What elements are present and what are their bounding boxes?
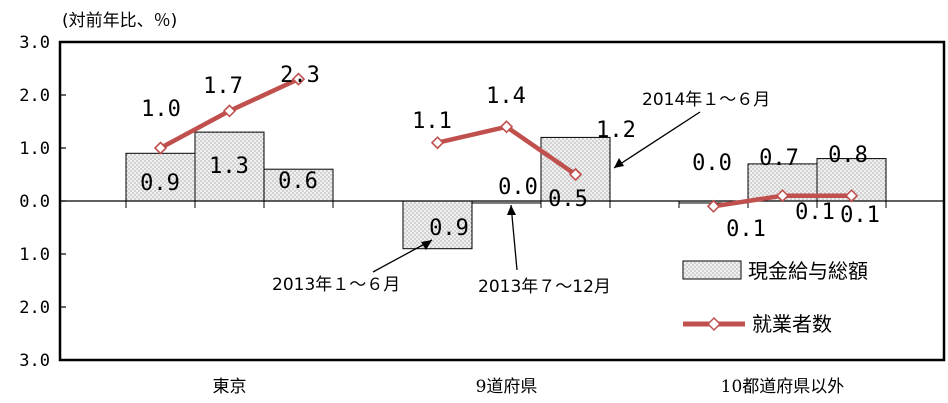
- bar: [125, 152, 196, 202]
- annotation-label: 2013年７～12月: [478, 277, 611, 297]
- y-tick-label: 1.0: [19, 245, 50, 265]
- y-tick-label: 3.0: [19, 351, 50, 371]
- bar-data-label: 0.6: [278, 169, 318, 194]
- annotation-label: 2013年１～６月: [272, 275, 400, 295]
- legend-line-marker: [706, 316, 722, 332]
- bar-data-label: 0.0: [692, 151, 732, 176]
- annotation-arrow: [613, 111, 701, 169]
- line-marker: [775, 189, 790, 203]
- bar-data-label: 1.3: [209, 154, 249, 179]
- y-axis-ticks: 3.0 2.0 1.0 0.0 1.0 2.0 3.0: [19, 33, 66, 371]
- line-marker: [568, 167, 583, 182]
- line-data-label: 0.1: [795, 200, 835, 225]
- bar-data-label: 0.9: [140, 171, 180, 196]
- line-data-label: 1.0: [141, 97, 181, 122]
- bar-data-label: 0.9: [429, 216, 469, 241]
- line-data-label: 0.1: [840, 203, 880, 228]
- x-axis-ticks: [125, 201, 887, 208]
- y-tick-label: 1.0: [19, 139, 50, 159]
- annotation-arrow: [510, 204, 518, 271]
- legend-line-label: 就業者数: [752, 312, 832, 336]
- line-marker: [291, 72, 306, 86]
- line-data-label: 1.1: [412, 109, 452, 134]
- line-series: [153, 72, 859, 213]
- period-annotations: 2013年１～６月 2013年７～12月 2014年１～６月: [272, 90, 770, 297]
- legend: 現金給与総額 就業者数: [682, 259, 868, 336]
- annotation-arrowhead: [507, 205, 516, 215]
- bar: [402, 200, 473, 250]
- line-data-label: 0.5: [548, 187, 588, 212]
- annotation-arrowhead: [614, 158, 624, 168]
- annotation-arrowhead: [421, 240, 432, 250]
- unit-label: (対前年比、％): [62, 11, 177, 31]
- line-marker: [844, 189, 859, 203]
- line-data-label: 0.1: [726, 217, 766, 242]
- line-marker: [153, 141, 168, 155]
- data-labels: 0.9 1.3 0.6 0.9 0.0 1.2 0.0 0.7 0.8 1.0 1.7 2.3 1.1 1…: [140, 63, 880, 242]
- category-label: 東京: [213, 377, 247, 397]
- annotation-label: 2014年１～６月: [642, 90, 770, 110]
- x-category-labels: 東京 9道府県 10都道府県以外: [213, 377, 845, 397]
- line-data-label: 1.7: [203, 74, 243, 99]
- category-label: 9道府県: [476, 377, 538, 397]
- line-marker: [222, 104, 237, 118]
- bar: [263, 168, 334, 202]
- y-tick-label: 2.0: [19, 86, 50, 106]
- bar-data-label: 0.0: [498, 175, 538, 200]
- y-tick-label: 3.0: [19, 33, 50, 53]
- category-label: 10都道府県以外: [721, 377, 845, 397]
- line-marker: [706, 199, 721, 213]
- y-tick-label: 0.0: [19, 192, 50, 212]
- legend-bar-swatch: [682, 260, 742, 280]
- bar-data-label: 1.2: [596, 118, 636, 143]
- bar-data-label: 0.8: [828, 143, 868, 168]
- line-marker: [499, 120, 514, 134]
- line-marker: [430, 136, 445, 150]
- legend-bar-label: 現金給与総額: [748, 259, 868, 283]
- bar: [194, 131, 265, 202]
- bar-data-label: 0.7: [759, 146, 799, 171]
- y-tick-label: 2.0: [19, 298, 50, 318]
- line-data-label: 1.4: [486, 84, 526, 109]
- annotation-arrow: [372, 239, 433, 273]
- line-data-label: 2.3: [280, 63, 320, 88]
